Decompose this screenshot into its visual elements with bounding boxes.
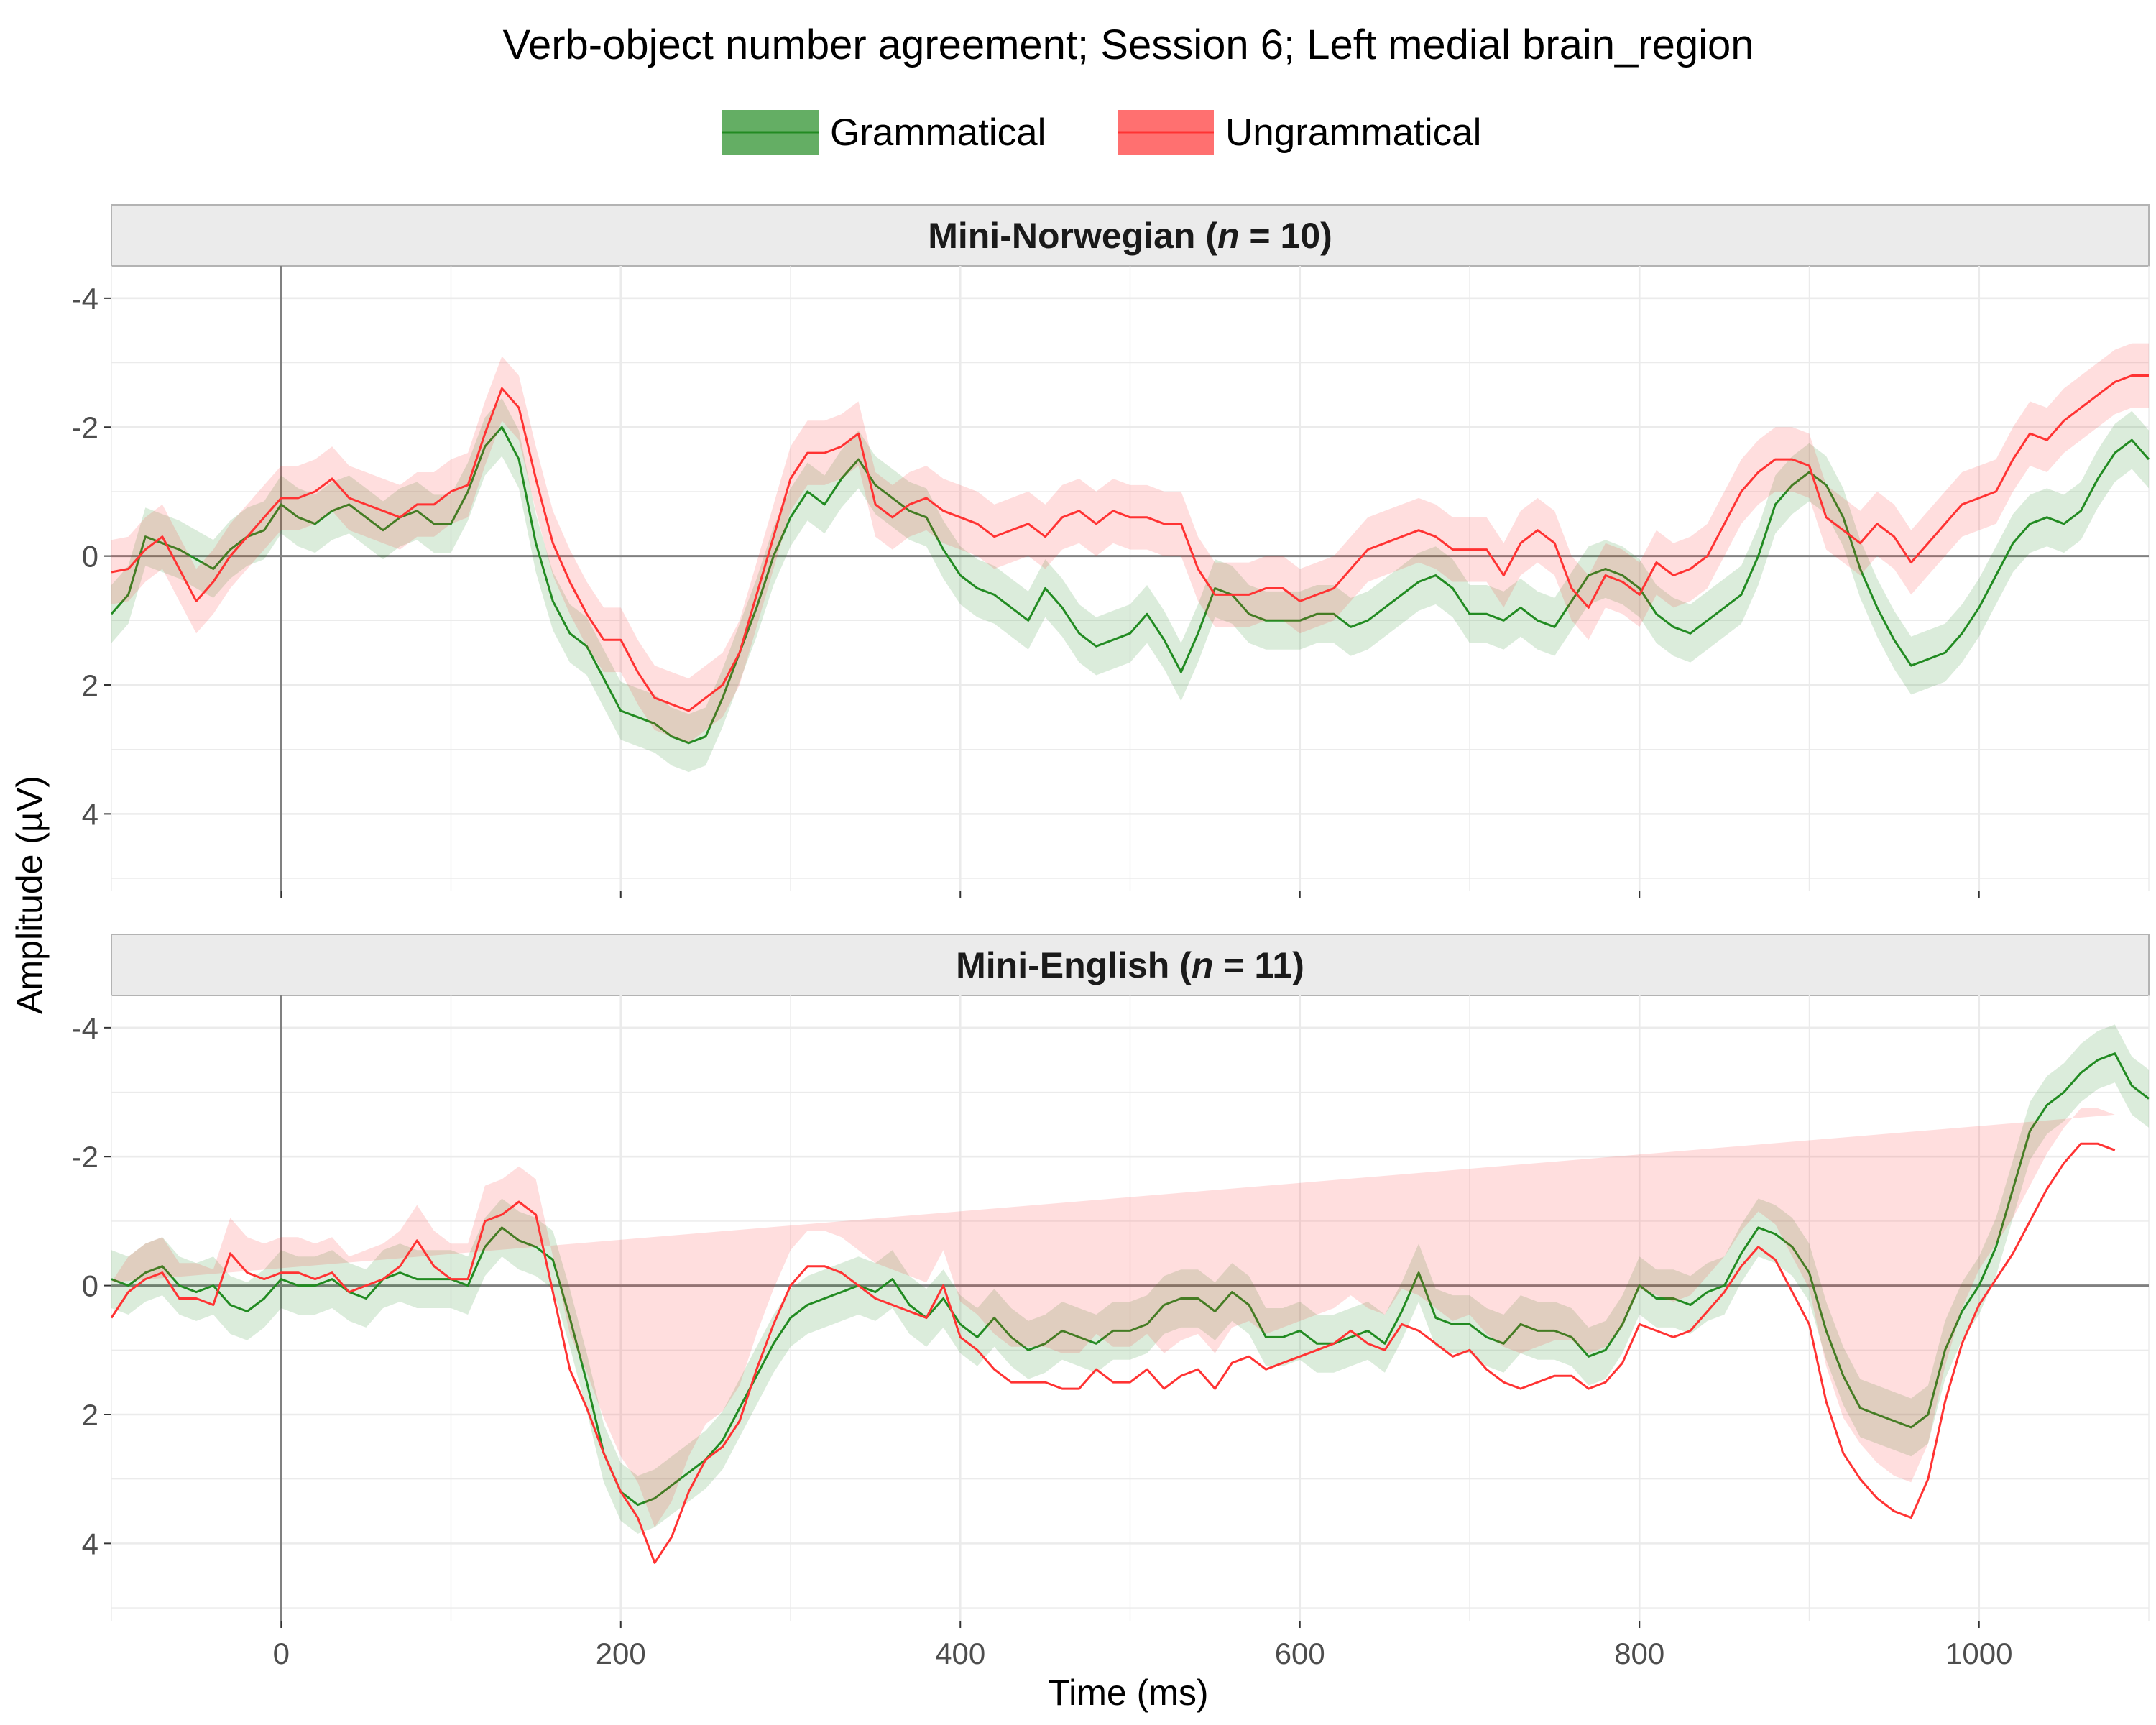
panel-label: Mini-English (n = 11) [956, 945, 1304, 985]
series-ungrammatical [111, 343, 2149, 743]
y-tick-label: -4 [72, 282, 98, 316]
confidence-band [111, 1108, 2115, 1527]
y-tick-label: -4 [72, 1011, 98, 1045]
y-axis: -4 -2 0 2 4 [72, 1011, 111, 1560]
y-tick-label: -2 [72, 1140, 98, 1174]
y-tick-label: -2 [72, 410, 98, 444]
x-tick-label: 200 [596, 1637, 646, 1670]
y-tick-label: 2 [82, 1398, 98, 1432]
x-ticks [280, 1621, 1980, 1628]
panel-strip [111, 934, 2150, 996]
series-ungrammatical [110, 1108, 2116, 1564]
x-axis-title: Time (ms) [1048, 1673, 1208, 1713]
legend-label: Ungrammatical [1225, 111, 1481, 154]
gridlines [111, 266, 2150, 891]
x-tick-label: 600 [1275, 1637, 1325, 1670]
y-tick-label: 0 [82, 1269, 98, 1303]
confidence-band [111, 1024, 2149, 1534]
legend-label: Grammatical [830, 111, 1046, 154]
legend-item-ungrammatical: Ungrammatical [1118, 110, 1481, 155]
confidence-band [111, 343, 2149, 743]
y-axis: -4 -2 0 2 4 [72, 282, 111, 831]
panel-1: Mini-Norwegian (n = 10) -4 -2 0 2 4 [72, 204, 2150, 898]
series-grammatical [110, 397, 2150, 773]
y-tick-label: 4 [82, 1527, 98, 1560]
series-line [111, 374, 2149, 712]
confidence-band [111, 397, 2149, 773]
panel-strip [111, 204, 2150, 267]
legend: Grammatical Ungrammatical [722, 110, 1481, 155]
x-tick-label: 400 [935, 1637, 985, 1670]
chart-title: Verb-object number agreement; Session 6;… [502, 22, 1754, 68]
series-line [110, 1142, 2116, 1564]
panels: Mini-Norwegian (n = 10)-4-2024Mini-Engli… [72, 204, 2150, 1628]
x-tick-label: 800 [1614, 1637, 1664, 1670]
y-tick-label: 4 [82, 797, 98, 831]
x-tick-label: 1000 [1945, 1637, 2012, 1670]
panel-2: Mini-English (n = 11) -4 -2 0 2 4 [72, 934, 2150, 1628]
x-axis: 0 200 400 600 800 1000 [273, 1637, 2013, 1670]
y-tick-label: 2 [82, 668, 98, 702]
y-axis-title: Amplitude (µV) [9, 776, 50, 1014]
x-tick-label: 0 [273, 1637, 290, 1670]
panel-label: Mini-Norwegian (n = 10) [928, 216, 1332, 256]
y-tick-label: 0 [82, 540, 98, 574]
legend-item-grammatical: Grammatical [722, 110, 1046, 155]
series-line [110, 426, 2150, 745]
x-ticks [280, 891, 1980, 898]
